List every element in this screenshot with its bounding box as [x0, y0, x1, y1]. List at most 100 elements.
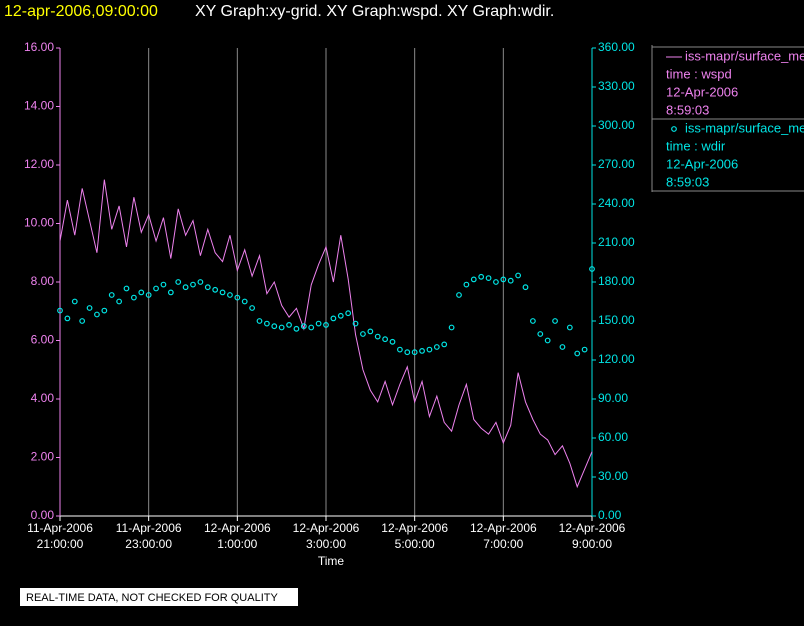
y2-tick-label: 30.00 [598, 469, 628, 483]
y2-tick-label: 330.00 [598, 79, 635, 93]
x-tick-label: 11-Apr-2006 [27, 521, 93, 535]
data-point [448, 324, 455, 331]
data-point [507, 277, 514, 284]
data-point [544, 337, 551, 344]
data-point [249, 305, 256, 311]
legend-info: 8:59:03 [666, 102, 709, 117]
y-tick-label: 4.00 [31, 391, 55, 405]
data-point [330, 315, 337, 322]
y2-tick-label: 210.00 [598, 235, 635, 249]
data-point [374, 333, 381, 340]
x-tick-label: 3:00:00 [306, 537, 346, 551]
data-point [57, 307, 63, 314]
data-point [286, 322, 292, 328]
data-point [197, 279, 204, 285]
y2-tick-label: 360.00 [598, 40, 635, 54]
x-axis-label: Time [318, 554, 345, 568]
data-point [404, 349, 411, 356]
x-tick-label: 7:00:00 [483, 537, 523, 551]
y2-tick-label: 300.00 [598, 118, 635, 132]
data-point [522, 284, 529, 291]
data-point [419, 348, 425, 354]
data-point [153, 285, 159, 292]
data-point [64, 315, 71, 322]
data-point [138, 289, 145, 296]
data-point [515, 272, 522, 279]
legend-info: 8:59:03 [666, 174, 709, 189]
data-point [352, 320, 359, 327]
data-point [552, 318, 558, 324]
x-tick-label: 9:00:00 [572, 537, 612, 551]
data-point [190, 281, 196, 288]
data-point [271, 323, 278, 330]
data-point [182, 284, 189, 291]
x-tick-label: 21:00:00 [37, 537, 84, 551]
data-point [345, 310, 352, 317]
notice-box [20, 588, 298, 606]
data-point [323, 322, 329, 328]
data-point [219, 289, 226, 296]
data-point [589, 266, 595, 272]
x-tick-label: 12-Apr-2006 [381, 521, 448, 535]
x-tick-label: 23:00:00 [125, 537, 172, 551]
data-point [212, 286, 219, 293]
data-line [59, 179, 593, 489]
data-point [86, 305, 93, 311]
data-point [241, 298, 248, 305]
y2-tick-label: 180.00 [598, 274, 635, 288]
data-point [204, 284, 211, 291]
data-point [227, 292, 233, 298]
x-tick-label: 1:00:00 [217, 537, 257, 551]
data-point [485, 275, 492, 282]
data-point [167, 289, 174, 296]
data-point [175, 279, 182, 285]
data-point [293, 325, 300, 332]
y2-tick-label: 90.00 [598, 391, 628, 405]
y2-tick-label: 150.00 [598, 313, 635, 327]
data-point [308, 324, 315, 331]
y2-tick-label: 120.00 [598, 352, 635, 366]
data-point [130, 294, 137, 301]
notice: REAL-TIME DATA, NOT CHECKED FOR QUALITY [26, 592, 278, 604]
data-point [123, 285, 130, 292]
x-tick-label: 11-Apr-2006 [116, 521, 182, 535]
data-point [315, 320, 322, 327]
data-point [441, 341, 448, 348]
y2-tick-label: 0.00 [598, 508, 622, 522]
data-point [79, 318, 86, 324]
data-point [116, 298, 123, 305]
data-point [493, 279, 499, 285]
legend-info: time : wdir [666, 138, 726, 153]
data-point [470, 276, 477, 283]
x-tick-label: 5:00:00 [395, 537, 435, 551]
legend-swatch [671, 126, 677, 132]
data-point [263, 320, 270, 327]
data-point [456, 292, 462, 298]
y-tick-label: 8.00 [31, 274, 55, 288]
legend-info: 12-Apr-2006 [666, 84, 738, 99]
data-point [500, 276, 507, 283]
data-point [382, 336, 389, 343]
x-tick-label: 12-Apr-2006 [470, 521, 537, 535]
data-point [529, 318, 536, 324]
data-point [108, 292, 115, 298]
data-point [94, 311, 100, 318]
data-point [478, 273, 485, 280]
chart-title: XY Graph:xy-grid. XY Graph:wspd. XY Grap… [195, 3, 554, 20]
data-point [300, 323, 307, 330]
legend-info: time : wspd [666, 66, 732, 81]
data-point [256, 318, 263, 324]
data-point [145, 292, 152, 298]
data-point [389, 338, 396, 345]
y-tick-label: 12.00 [24, 157, 54, 171]
data-point [396, 346, 403, 353]
data-point [337, 312, 344, 319]
data-point [537, 331, 544, 337]
y-tick-label: 2.00 [31, 450, 55, 464]
legend-label: iss-mapr/surface_met [685, 48, 804, 63]
y-tick-label: 0.00 [31, 508, 55, 522]
x-tick-label: 12-Apr-2006 [559, 521, 626, 535]
